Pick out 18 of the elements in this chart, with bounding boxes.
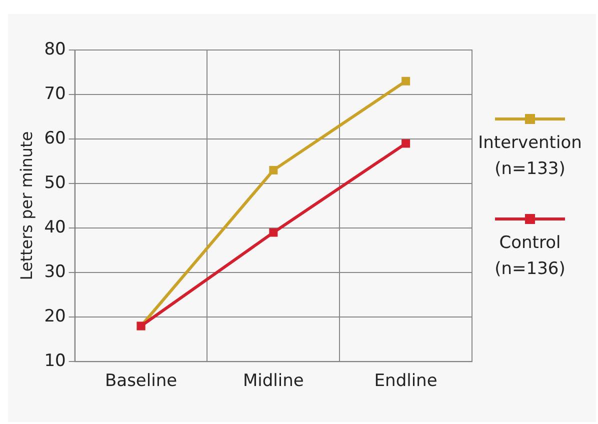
y-tick-label: 30 xyxy=(44,262,66,282)
y-tick-label: 80 xyxy=(44,39,66,60)
point xyxy=(402,76,410,86)
point xyxy=(402,139,410,148)
y-tick-label: 70 xyxy=(44,84,66,104)
y-tick-label: 20 xyxy=(44,306,66,327)
point xyxy=(269,166,278,174)
y-tick-label: 40 xyxy=(44,217,66,238)
x-tick-label: Midline xyxy=(242,371,304,392)
x-tick-label: Endline xyxy=(374,371,438,392)
y-axis-title: Letters per minute xyxy=(16,131,36,280)
legend-label: Control (n=136) xyxy=(494,233,566,279)
x-tick-label: Baseline xyxy=(104,371,178,392)
y-tick-label: 60 xyxy=(44,128,66,148)
point xyxy=(269,228,278,237)
y-tick-label: 50 xyxy=(44,172,66,193)
y-tick-label: 10 xyxy=(44,351,66,372)
legend-label: Intervention (n=133) xyxy=(478,133,582,179)
